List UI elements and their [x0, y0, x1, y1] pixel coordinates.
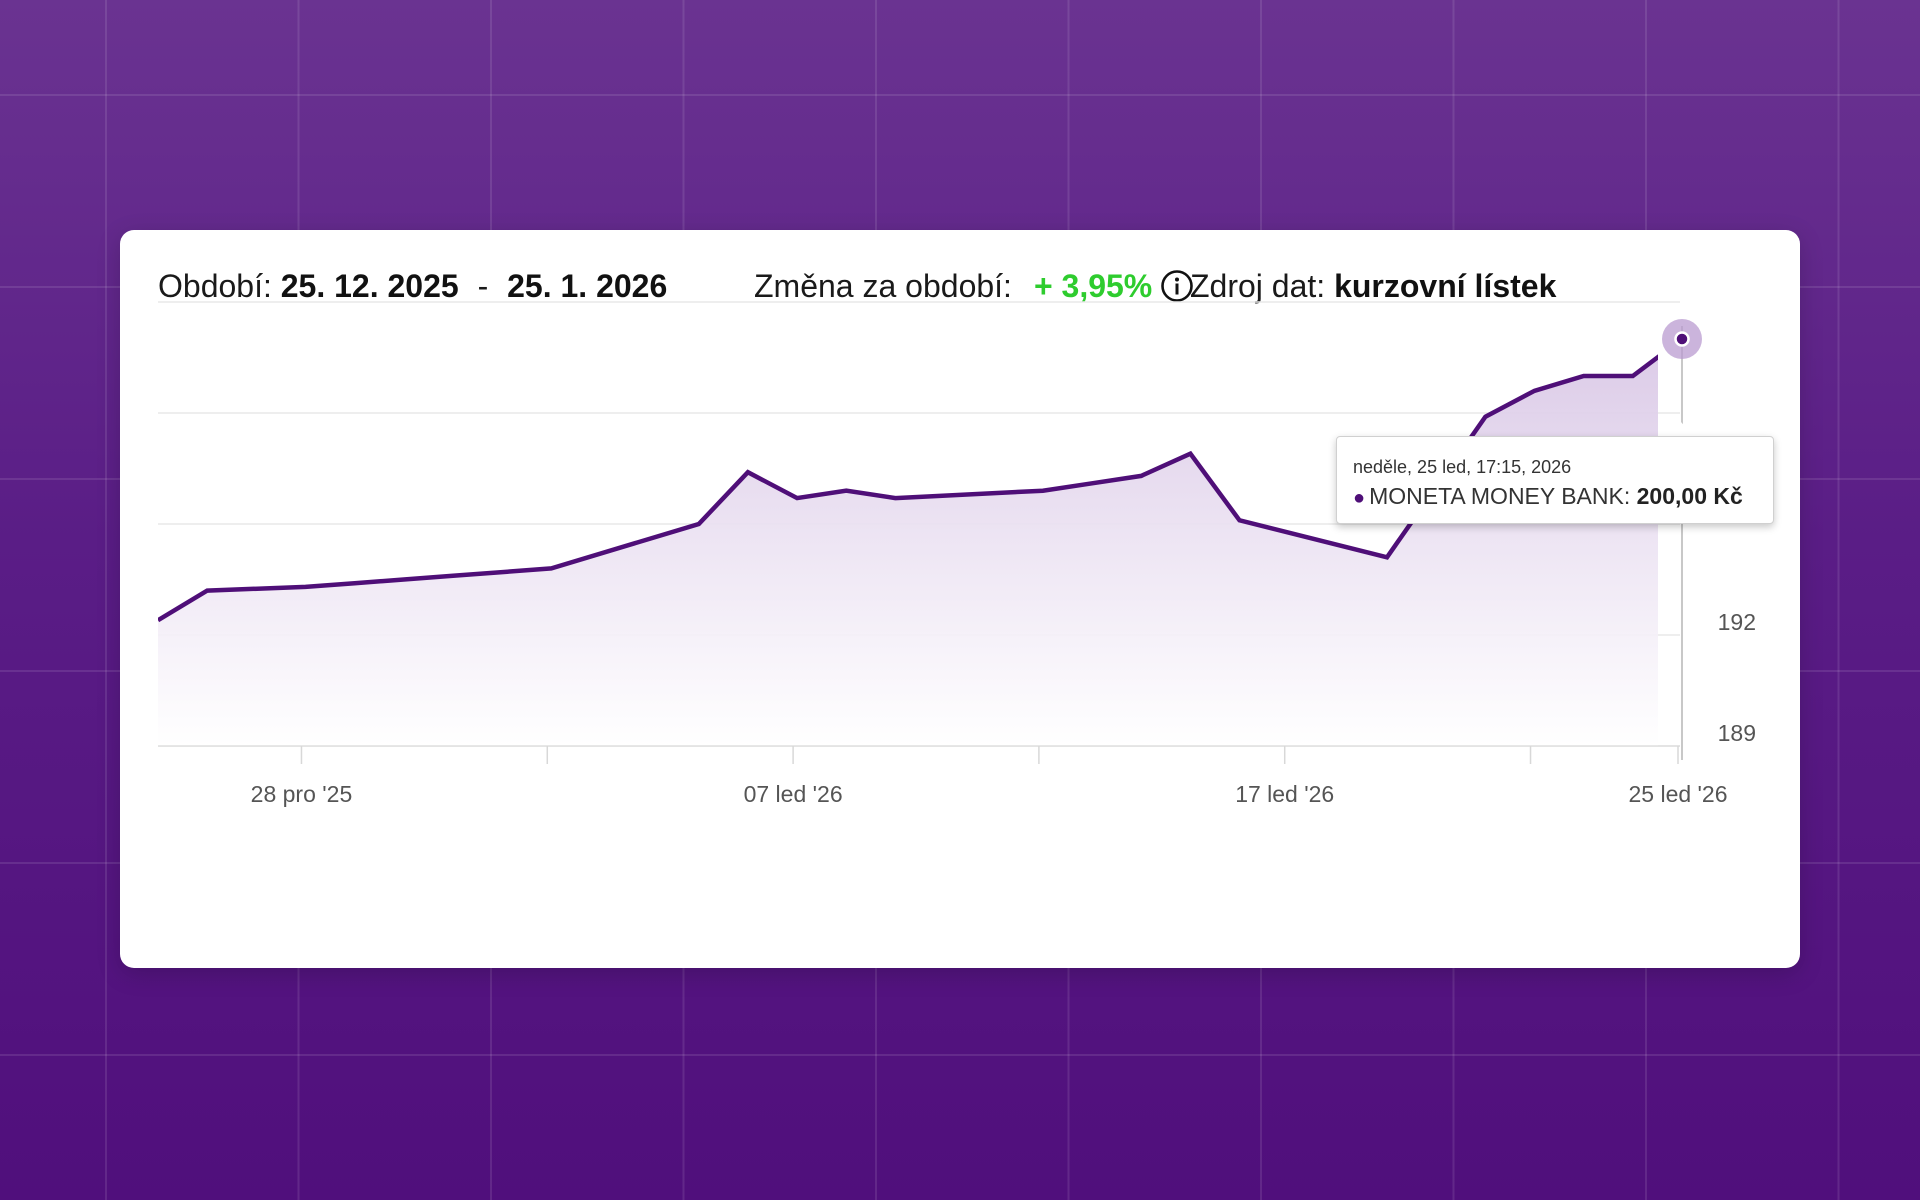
- x-tick-label: 25 led '26: [1628, 781, 1727, 807]
- source-value: kurzovní lístek: [1334, 268, 1557, 304]
- tooltip-arrow: [1665, 421, 1695, 437]
- price-area: [158, 357, 1658, 746]
- y-tick-label: 189: [1718, 720, 1756, 746]
- change-label: Změna za období:: [754, 268, 1012, 304]
- change-value: + 3,95%: [1033, 268, 1153, 304]
- series-dot-icon: ●: [1353, 487, 1366, 509]
- period-label: Období:: [158, 268, 272, 304]
- tooltip-series: MONETA MONEY BANK:: [1369, 483, 1631, 509]
- change-group: Změna za období: + 3,95%: [754, 268, 1194, 311]
- period-group: Období: 25. 12. 2025 - 25. 1. 2026: [158, 268, 667, 305]
- info-circle-icon[interactable]: [1160, 269, 1194, 311]
- price-line: [158, 354, 1658, 623]
- x-tick-label: 07 led '26: [744, 781, 843, 807]
- highlight-point[interactable]: [1674, 331, 1690, 347]
- tooltip-date: neděle, 25 led, 17:15, 2026: [1353, 457, 1572, 477]
- source-group: Zdroj dat: kurzovní lístek: [1190, 268, 1556, 305]
- chart-tooltip: neděle, 25 led, 17:15, 2026 ● MONETA MONE…: [1336, 436, 1774, 524]
- period-to: 25. 1. 2026: [507, 268, 668, 304]
- tooltip-value: 200,00 Kč: [1636, 483, 1743, 509]
- period-separator: -: [477, 268, 489, 304]
- period-from: 25. 12. 2025: [280, 268, 459, 304]
- x-tick-label: 28 pro '25: [251, 781, 353, 807]
- source-label: Zdroj dat:: [1190, 268, 1326, 304]
- chart-card: Období: 25. 12. 2025 - 25. 1. 2026 Změna…: [120, 230, 1800, 968]
- chart-header: Období: 25. 12. 2025 - 25. 1. 2026 Změna…: [158, 268, 1762, 318]
- x-tick-label: 17 led '26: [1235, 781, 1334, 807]
- tooltip-row: ● MONETA MONEY BANK: 200,00 Kč: [1353, 483, 1743, 510]
- y-tick-label: 192: [1718, 609, 1756, 635]
